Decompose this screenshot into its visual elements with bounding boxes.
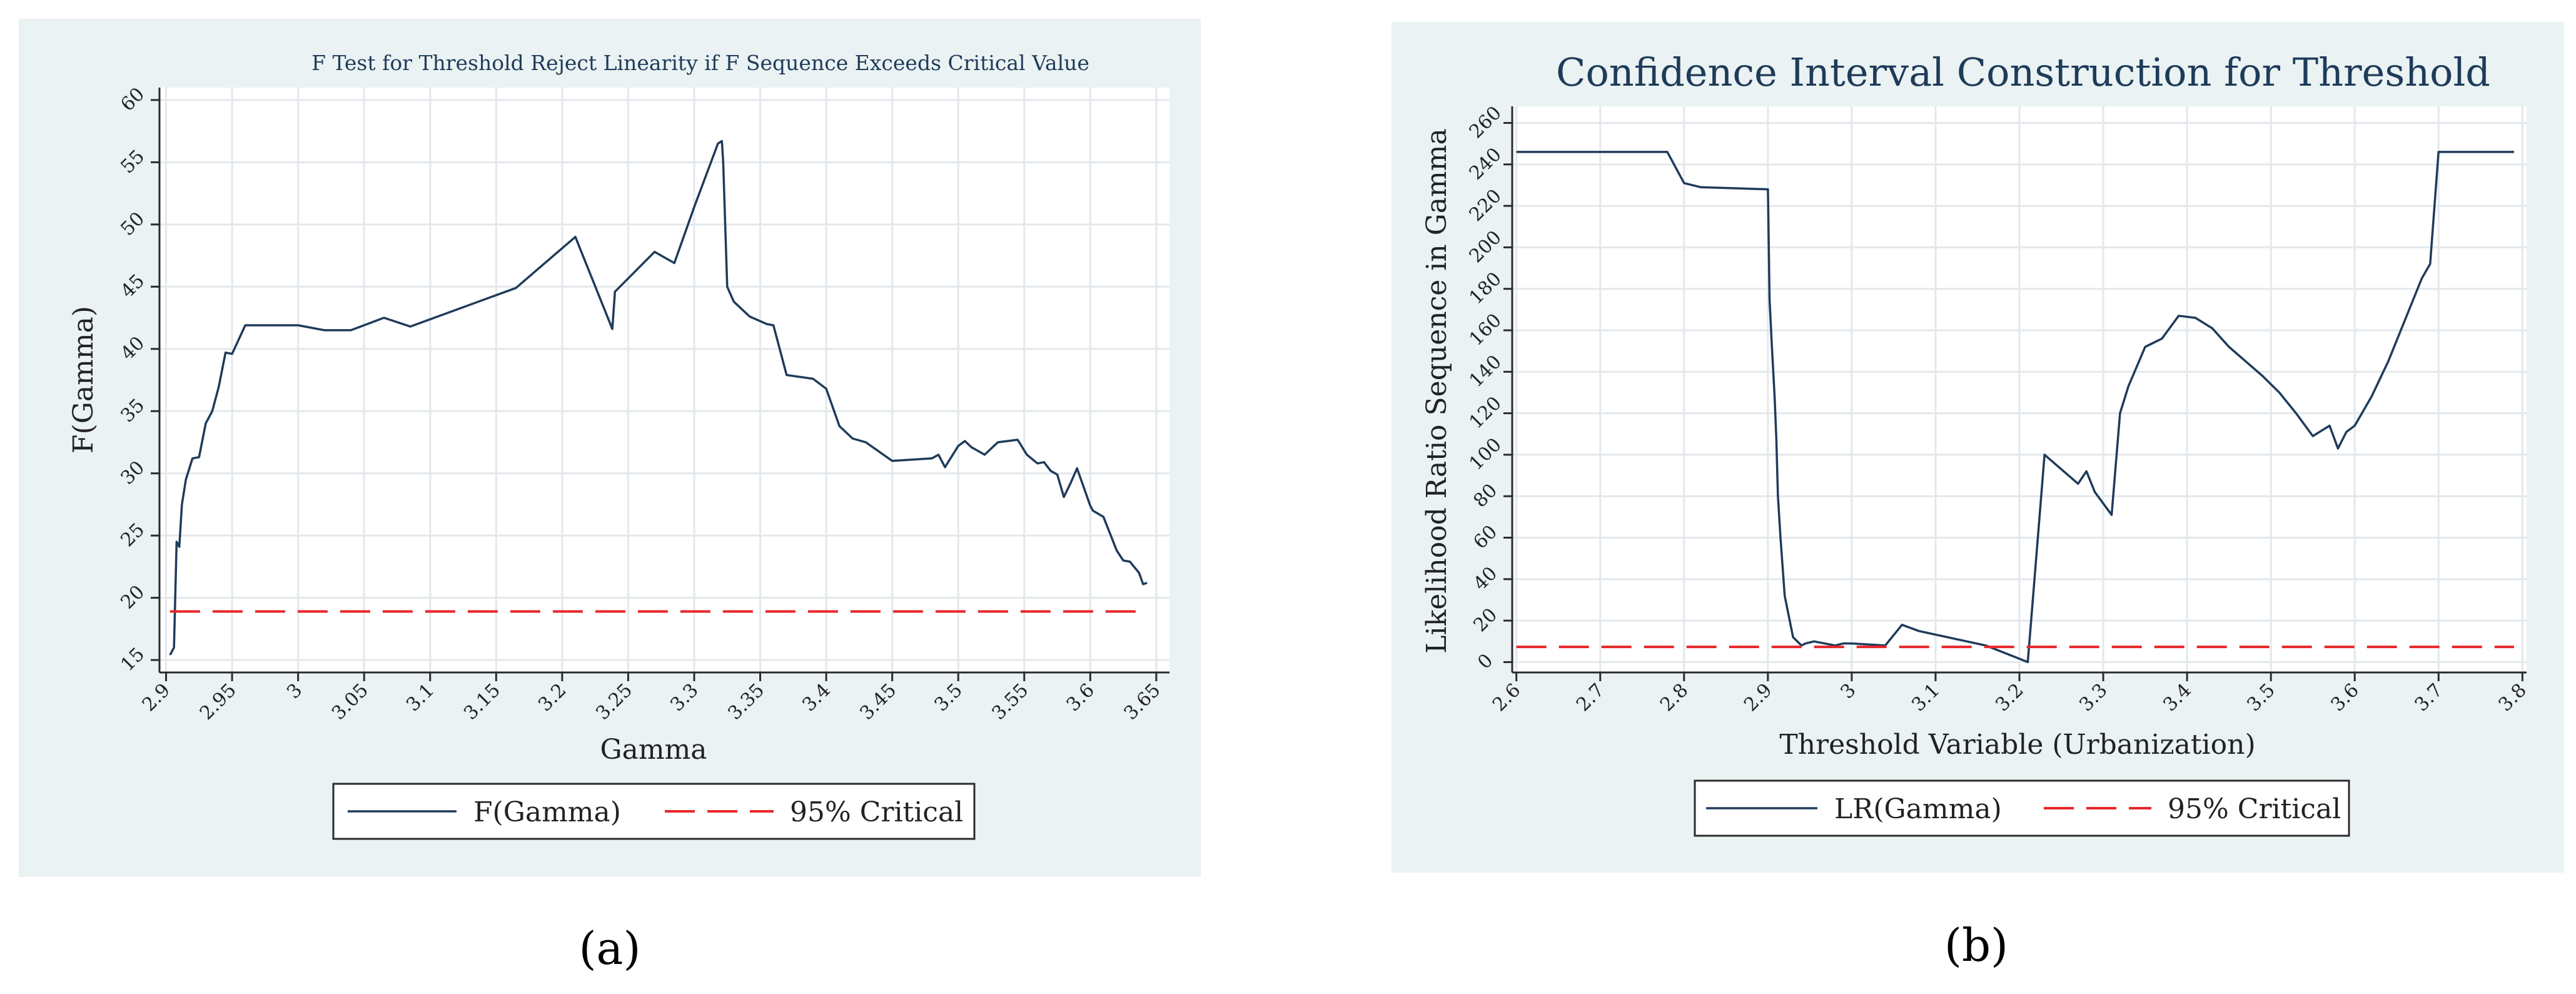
panel-a-plot-area [159,88,1169,672]
panel-b-x-axis-label: Threshold Variable (Urbanization) [1779,729,2255,761]
panel-b-legend-series-label: LR(Gamma) [1834,793,2002,825]
panel-b-grid [1512,106,2527,672]
panel-a-title: F Test for Threshold Reject Linearity if… [311,51,1089,75]
panel-b-series-line [1516,151,2514,664]
panel-a-legend-series-label: F(Gamma) [473,796,621,828]
panel-a-y-axis-label: F(Gamma) [68,306,99,454]
panel-b-legend-critical-label: 95% Critical [2168,793,2341,825]
panel-b-legend: LR(Gamma) 95% Critical [1694,779,2350,837]
panel-b-series [1516,151,2514,664]
panel-a-series-line [169,139,1148,656]
panel-a-series [169,139,1148,656]
panel-a-caption: (a) [578,922,640,975]
panel-a-grid [159,88,1169,672]
panel-b-title: Confidence Interval Construction for Thr… [1556,49,2490,95]
panel-a-legend-critical-label: 95% Critical [790,796,963,828]
panel-a-legend: F(Gamma) 95% Critical [332,783,976,840]
panel-b-caption: (b) [1944,919,2008,971]
panel-b-y-axis-label: Likelihood Ratio Sequence in Gamma [1421,128,1453,653]
panel-a-x-axis-label: Gamma [600,734,707,766]
